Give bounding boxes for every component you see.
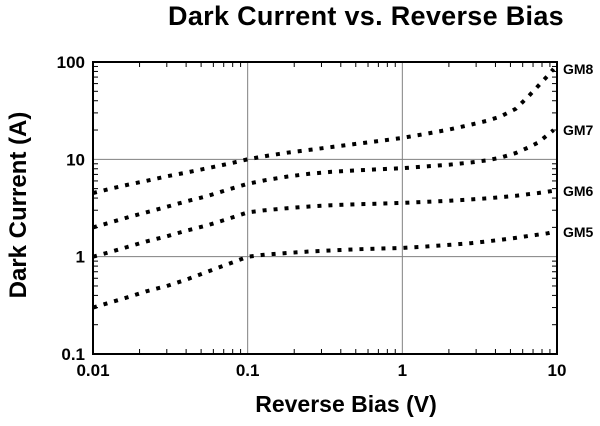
chart-title: Dark Current vs. Reverse Bias — [168, 1, 564, 31]
y-tick-label: 100 — [57, 53, 85, 72]
series-GM8 — [92, 67, 556, 196]
x-tick-label: 0.01 — [76, 361, 109, 380]
series-GM5 — [92, 229, 555, 310]
series-label-GM7: GM7 — [563, 122, 594, 138]
series-GM7 — [92, 128, 555, 230]
x-tick-label: 10 — [548, 361, 567, 380]
series-GM6 — [92, 188, 554, 259]
y-tick-label: 10 — [66, 150, 85, 169]
plot-border — [92, 61, 558, 355]
series-label-GM6: GM6 — [563, 183, 594, 199]
series-label-GM8: GM8 — [563, 61, 594, 77]
y-tick-label: 1 — [76, 248, 85, 267]
y-tick-label: 0.1 — [61, 345, 85, 364]
x-tick-label: 0.1 — [236, 361, 260, 380]
series-label-GM5: GM5 — [563, 224, 594, 240]
x-axis-title: Reverse Bias (V) — [255, 391, 437, 417]
x-tick-label: 1 — [398, 361, 407, 380]
